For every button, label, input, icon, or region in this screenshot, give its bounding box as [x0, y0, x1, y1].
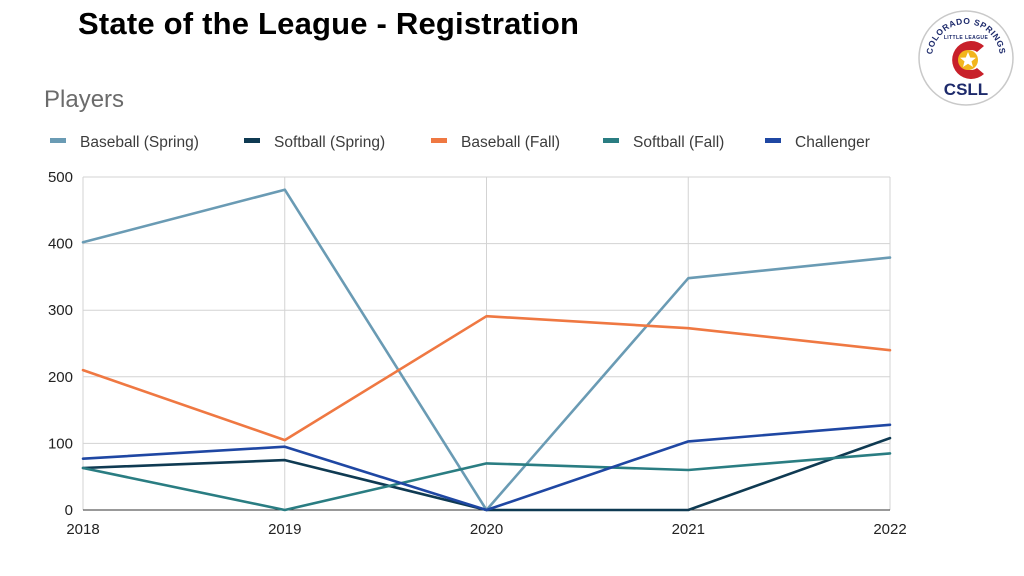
logo-c-emblem — [952, 41, 984, 79]
x-tick-label: 2019 — [268, 521, 301, 538]
x-tick-label: 2021 — [672, 521, 705, 538]
csll-logo: COLORADO SPRINGS LITTLE LEAGUE CSLL — [918, 10, 1014, 106]
legend-label: Challenger — [795, 134, 870, 151]
series-line — [81, 314, 892, 442]
legend-label: Softball (Spring) — [274, 134, 385, 151]
y-tick-label: 100 — [48, 435, 73, 452]
y-tick-label: 400 — [48, 236, 73, 253]
x-tick-label: 2020 — [470, 521, 503, 538]
legend-swatch — [50, 138, 66, 143]
chart-title: Players — [44, 86, 124, 113]
legend-label: Baseball (Fall) — [461, 134, 560, 151]
x-tick-label: 2022 — [873, 521, 906, 538]
legend-swatch — [603, 138, 619, 143]
legend-swatch — [431, 138, 447, 143]
x-tick-label: 2018 — [66, 521, 99, 538]
slide-title: State of the League - Registration — [78, 6, 580, 41]
logo-sub-text: LITTLE LEAGUE — [944, 35, 989, 41]
y-tick-label: 500 — [48, 169, 73, 186]
logo-abbr: CSLL — [944, 80, 988, 99]
legend-swatch — [765, 138, 781, 143]
y-tick-label: 200 — [48, 369, 73, 386]
series-line — [81, 423, 892, 512]
star-icon — [960, 52, 976, 67]
series-line — [81, 452, 892, 512]
legend-label: Baseball (Spring) — [80, 134, 199, 151]
legend-label: Softball (Fall) — [633, 134, 724, 151]
y-tick-label: 0 — [65, 502, 73, 519]
y-tick-label: 300 — [48, 302, 73, 319]
legend-swatch — [244, 138, 260, 143]
